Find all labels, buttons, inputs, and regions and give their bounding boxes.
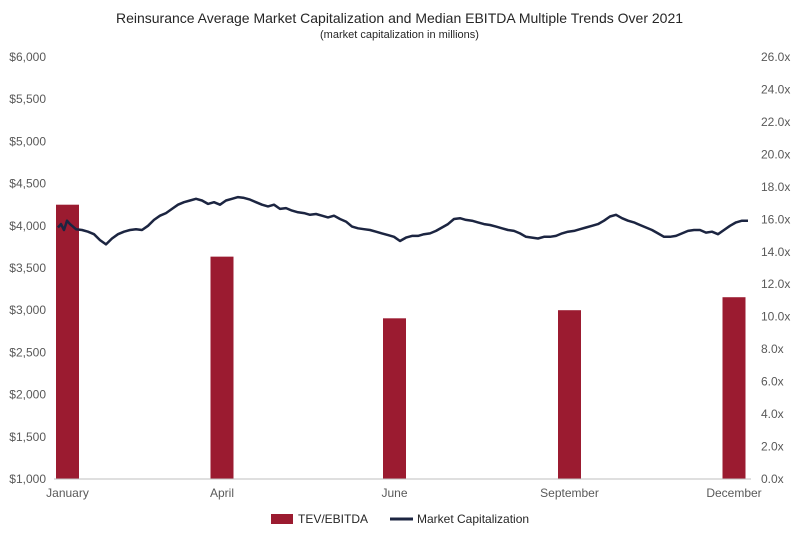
tev-ebitda-bar (56, 204, 79, 479)
left-axis-tick-label: $1,500 (9, 430, 46, 444)
tev-ebitda-bar (383, 318, 406, 479)
right-axis-tick-label: 6.0x (761, 375, 784, 389)
left-axis-tick-label: $6,000 (9, 50, 46, 64)
tev-ebitda-bar (210, 256, 234, 479)
legend-label-market-cap: Market Capitalization (417, 512, 529, 526)
chart-subtitle: (market capitalization in millions) (320, 29, 479, 41)
right-axis-tick-label: 20.0x (761, 147, 790, 161)
x-axis-tick-label: December (706, 486, 761, 500)
left-axis-tick-label: $1,000 (9, 472, 46, 486)
right-axis-tick-label: 10.0x (761, 310, 790, 324)
line-group (57, 195, 748, 246)
legend-swatch-tev-ebitda (271, 514, 293, 524)
left-axis-tick-label: $3,500 (9, 261, 46, 275)
legend-label-tev-ebitda: TEV/EBITDA (298, 512, 368, 526)
x-axis-tick-label: September (540, 486, 599, 500)
right-axis-tick-label: 4.0x (761, 407, 784, 421)
left-axis-tick-label: $4,500 (9, 177, 46, 191)
tev-ebitda-bar (558, 310, 581, 479)
left-axis-tick-label: $4,000 (9, 219, 46, 233)
x-axis-tick-label: June (381, 486, 407, 500)
right-axis-tick-label: 12.0x (761, 277, 790, 291)
left-axis-tick-label: $5,000 (9, 134, 46, 148)
right-axis-ticks: 0.0x 2.0x 4.0x 6.0x 8.0x 10.0x 12.0x 14.0x 16.0x… (761, 50, 790, 486)
right-axis-tick-label: 24.0x (761, 82, 790, 96)
market-cap-line (57, 195, 748, 246)
right-axis-tick-label: 22.0x (761, 115, 790, 129)
right-axis-tick-label: 26.0x (761, 50, 790, 64)
left-axis-tick-label: $3,000 (9, 303, 46, 317)
legend: TEV/EBITDA Market Capitalization (271, 512, 529, 526)
left-axis-tick-label: $2,500 (9, 345, 46, 359)
tev-ebitda-bar (722, 297, 746, 479)
left-axis-tick-label: $5,500 (9, 92, 46, 106)
left-axis-tick-label: $2,000 (9, 388, 46, 402)
left-axis-ticks: $1,000 $1,500 $2,000 $2,500 $3,000 $3,500 $4,0… (9, 50, 46, 486)
right-axis-tick-label: 2.0x (761, 440, 784, 454)
right-axis-tick-label: 14.0x (761, 245, 790, 259)
right-axis-tick-label: 16.0x (761, 212, 790, 226)
x-axis-ticks: January April June September December (46, 486, 762, 500)
chart-title: Reinsurance Average Market Capitalizatio… (116, 10, 683, 26)
right-axis-tick-label: 18.0x (761, 180, 790, 194)
x-axis-tick-label: April (210, 486, 234, 500)
bars-group (56, 204, 746, 479)
right-axis-tick-label: 0.0x (761, 472, 784, 486)
x-axis-tick-label: January (46, 486, 89, 500)
right-axis-tick-label: 8.0x (761, 342, 784, 356)
